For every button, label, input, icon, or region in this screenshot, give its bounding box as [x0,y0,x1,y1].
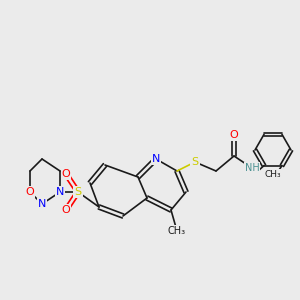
Text: NH: NH [244,163,260,173]
Text: CH₃: CH₃ [265,170,281,179]
Text: CH₃: CH₃ [168,226,186,236]
Text: S: S [191,157,199,167]
Text: S: S [74,187,82,197]
Text: O: O [61,169,70,179]
Text: N: N [56,187,64,197]
Text: N: N [152,154,160,164]
Text: O: O [230,130,238,140]
Text: N: N [38,199,46,209]
Text: O: O [61,205,70,215]
Text: O: O [26,187,34,197]
